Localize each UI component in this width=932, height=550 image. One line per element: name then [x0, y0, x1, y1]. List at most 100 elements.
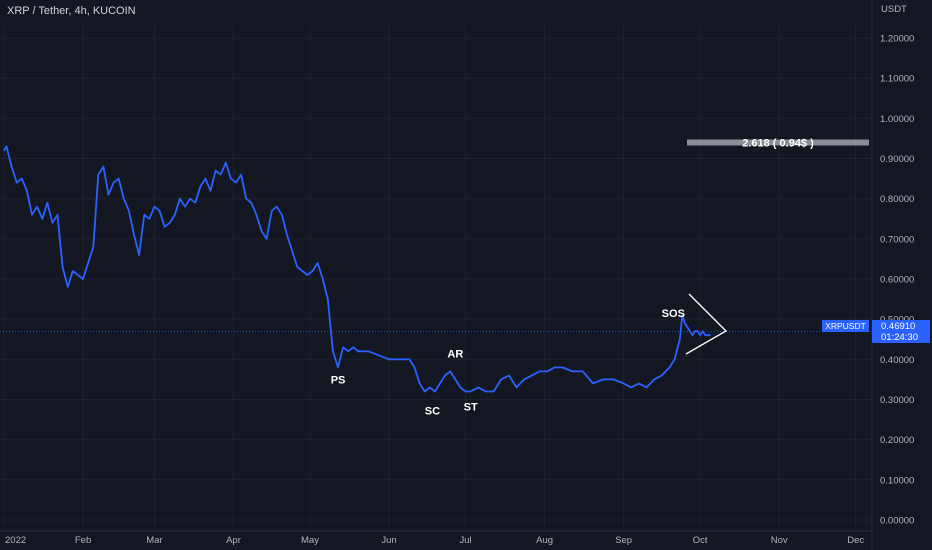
- price-point: [327, 298, 329, 300]
- chart-title[interactable]: XRP / Tether, 4h, KUCOIN: [7, 5, 136, 17]
- price-point: [661, 374, 663, 376]
- y-tick-label: 0.80000: [880, 194, 914, 205]
- price-point: [508, 374, 510, 376]
- price-point: [612, 378, 615, 380]
- price-point: [434, 390, 436, 393]
- price-point: [684, 322, 686, 324]
- y-tick-label: 0.00000: [880, 515, 914, 526]
- price-point: [128, 210, 130, 212]
- price-point: [133, 234, 135, 236]
- price-point: [87, 262, 89, 264]
- price-point: [123, 198, 125, 200]
- price-point: [148, 218, 150, 220]
- price-point: [668, 366, 671, 368]
- price-point: [209, 190, 212, 192]
- price-point: [679, 338, 681, 340]
- price-point: [301, 270, 303, 272]
- price-point: [449, 370, 451, 372]
- price-point: [554, 366, 556, 368]
- price-point: [697, 330, 699, 332]
- price-point: [97, 174, 99, 176]
- x-tick-label: Jul: [459, 535, 471, 546]
- y-tick-label: 1.00000: [880, 114, 914, 125]
- price-point: [638, 382, 640, 384]
- price-point: [266, 238, 268, 240]
- triangle-lines: [685, 293, 728, 355]
- price-point: [459, 386, 461, 388]
- price-point: [230, 178, 232, 180]
- price-point: [592, 382, 594, 384]
- price-point: [306, 274, 308, 276]
- price-point: [691, 334, 694, 336]
- y-tick-label: 0.10000: [880, 475, 914, 486]
- price-point: [561, 366, 564, 368]
- price-point: [699, 334, 701, 336]
- price-point: [582, 370, 584, 372]
- y-tick-label: 0.30000: [880, 395, 914, 406]
- price-point: [26, 190, 28, 192]
- price-point: [357, 350, 359, 352]
- price-point: [21, 178, 23, 180]
- price-point: [531, 374, 533, 376]
- y-tick-label: 1.10000: [880, 74, 914, 85]
- last-price-value: 0.46910: [881, 321, 916, 332]
- price-point: [82, 278, 84, 280]
- annotation-label: SC: [425, 405, 440, 417]
- fib-level-label: 2.618 ( 0.94$ ): [742, 137, 814, 149]
- price-point: [464, 390, 467, 393]
- price-point: [143, 214, 145, 216]
- chart-grid: [0, 22, 872, 528]
- price-point: [36, 206, 38, 208]
- price-point: [709, 334, 711, 336]
- price-point: [470, 390, 472, 393]
- price-point: [500, 378, 502, 380]
- price-point: [704, 334, 706, 336]
- price-point: [138, 254, 140, 256]
- price-point: [281, 214, 283, 216]
- price-series: [3, 145, 711, 393]
- price-point: [630, 386, 632, 388]
- price-point: [681, 314, 683, 316]
- price-point: [694, 330, 696, 332]
- price-axis: 0.000000.100000.200000.300000.400000.500…: [871, 0, 914, 550]
- price-point: [454, 378, 456, 380]
- price-point: [31, 214, 33, 216]
- price-point: [352, 346, 354, 348]
- y-tick-label: 0.20000: [880, 435, 914, 446]
- y-tick-label: 1.20000: [880, 34, 914, 45]
- y-tick-label: 0.70000: [880, 234, 914, 245]
- price-point: [686, 326, 689, 328]
- x-tick-label: Nov: [771, 535, 788, 546]
- price-point: [240, 174, 242, 176]
- y-tick-label: 0.90000: [880, 154, 914, 165]
- annotation-label: SOS: [662, 308, 685, 320]
- price-point: [235, 182, 237, 184]
- price-point: [220, 174, 222, 176]
- price-point: [189, 198, 191, 200]
- price-point: [67, 286, 69, 288]
- price-point: [707, 334, 709, 336]
- wyckoff-annotations: PS SC AR ST SOS: [331, 308, 685, 417]
- price-point: [337, 366, 339, 368]
- x-tick-label: Apr: [226, 535, 241, 546]
- price-point: [653, 378, 655, 380]
- price-point: [689, 330, 691, 332]
- price-point: [102, 166, 104, 168]
- x-tick-label: Feb: [75, 535, 91, 546]
- price-point: [419, 382, 421, 384]
- price-point: [342, 346, 344, 348]
- y-tick-label: 0.60000: [880, 275, 914, 286]
- x-tick-label: Aug: [536, 535, 553, 546]
- price-point: [153, 206, 155, 208]
- price-point: [439, 382, 441, 384]
- price-point: [311, 270, 314, 272]
- price-line: [3, 145, 711, 393]
- price-point: [523, 378, 525, 380]
- price-point: [493, 390, 495, 393]
- price-point: [179, 198, 181, 200]
- price-point: [169, 222, 171, 224]
- price-point: [250, 202, 252, 204]
- price-point: [429, 386, 431, 388]
- price-point: [623, 382, 625, 384]
